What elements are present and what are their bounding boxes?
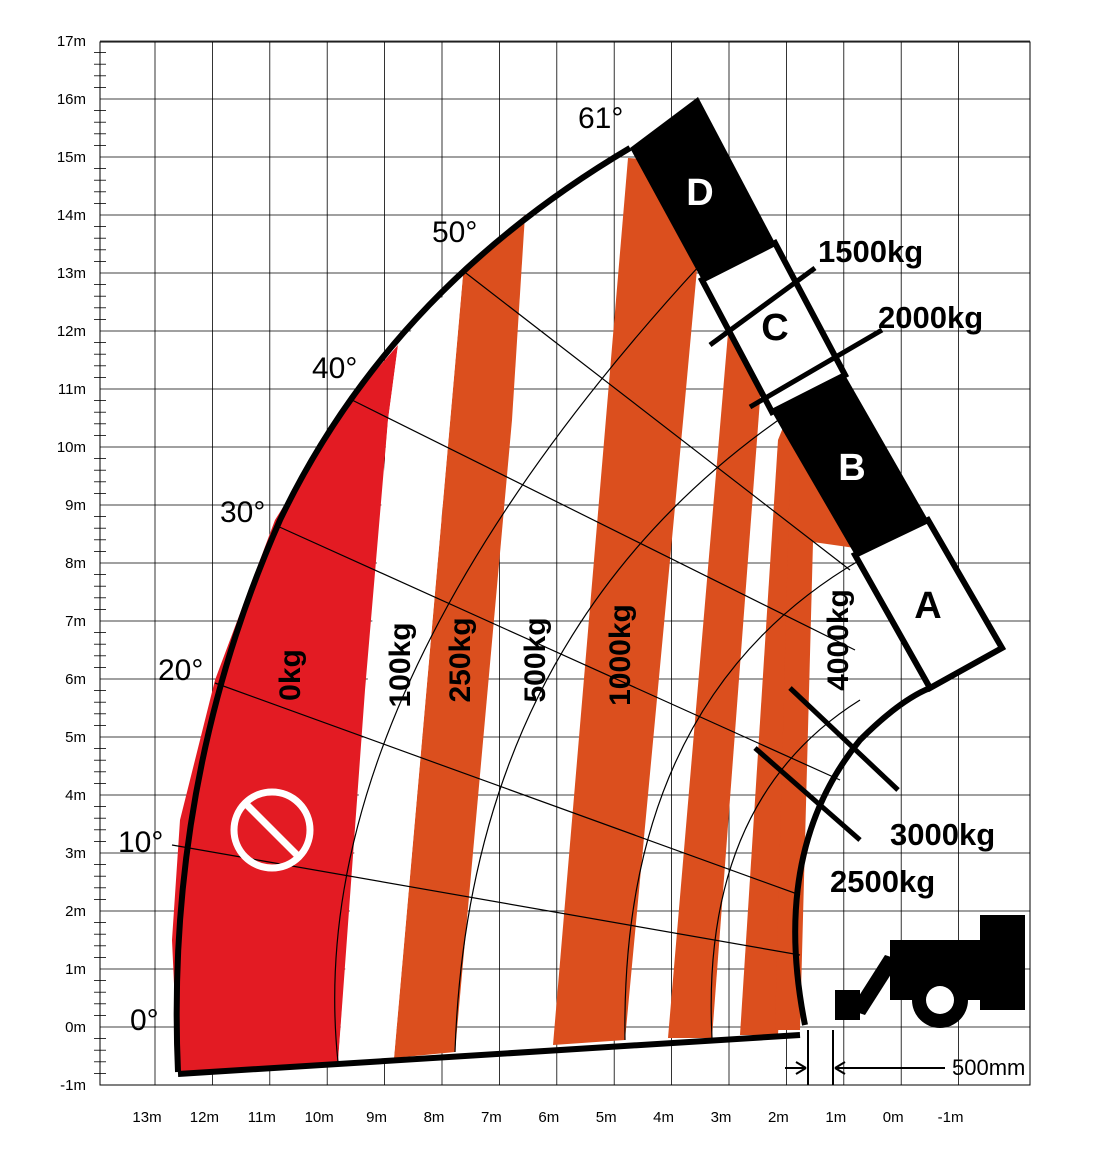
x-tick-label: 2m bbox=[768, 1109, 789, 1126]
y-tick-label: 0m bbox=[65, 1019, 86, 1036]
y-tick-label: 10m bbox=[57, 439, 86, 456]
envelope-outline bbox=[173, 145, 632, 1073]
load-label-l3000: 3000kg bbox=[890, 817, 995, 852]
y-tick-label: 15m bbox=[57, 149, 86, 166]
y-tick-label: 12m bbox=[57, 323, 86, 340]
zone-label-z1000: 1000kg bbox=[604, 604, 637, 706]
x-tick-label: 8m bbox=[424, 1109, 445, 1126]
boom-section-label: A bbox=[914, 585, 941, 627]
zone-label-z4000: 4000kg bbox=[822, 589, 855, 691]
zone-250-band bbox=[394, 215, 525, 1058]
prohibited-icon bbox=[230, 788, 314, 872]
boom-section-label: B bbox=[838, 447, 865, 489]
boom-section-label: C bbox=[761, 307, 788, 349]
x-tick-label: 3m bbox=[711, 1109, 732, 1126]
boom-section-a bbox=[850, 516, 1007, 693]
load-label-l1500: 1500kg bbox=[818, 234, 923, 269]
y-tick-label: 7m bbox=[65, 613, 86, 630]
boom-section-label: D bbox=[686, 172, 713, 214]
angle-label: 40° bbox=[312, 352, 357, 385]
zone-label-z500: 500kg bbox=[519, 617, 552, 702]
radial-lines bbox=[171, 264, 861, 1063]
inner-envelope bbox=[792, 685, 932, 1026]
boom-section-d bbox=[630, 97, 775, 280]
y-tick-label: 6m bbox=[65, 671, 86, 688]
x-tick-label: 7m bbox=[481, 1109, 502, 1126]
x-tick-label: 0m bbox=[883, 1109, 904, 1126]
x-tick-label: 10m bbox=[305, 1109, 334, 1126]
y-tick-label: 5m bbox=[65, 729, 86, 746]
y-tick-label: 9m bbox=[65, 497, 86, 514]
y-tick-label: 4m bbox=[65, 787, 86, 804]
x-tick-label: -1m bbox=[938, 1109, 964, 1126]
load-label-l2000: 2000kg bbox=[878, 300, 983, 335]
y-tick-label: 17m bbox=[57, 33, 86, 50]
telehandler-icon bbox=[835, 915, 1025, 1028]
x-tick-label: 9m bbox=[366, 1109, 387, 1126]
x-tick-label: 1m bbox=[825, 1109, 846, 1126]
load-markers bbox=[708, 265, 900, 842]
x-tick-label: 4m bbox=[653, 1109, 674, 1126]
ground-line bbox=[177, 1032, 801, 1077]
dimension-marker bbox=[785, 1030, 945, 1085]
boom-section-b bbox=[772, 375, 928, 555]
angle-label: 20° bbox=[158, 654, 203, 687]
y-tick-label: 11m bbox=[58, 381, 86, 398]
y-tick-label: 14m bbox=[57, 207, 86, 224]
x-tick-label: 5m bbox=[596, 1109, 617, 1126]
x-tick-label: 13m bbox=[132, 1109, 161, 1126]
y-tick-label: 2m bbox=[65, 903, 86, 920]
y-tick-label: 8m bbox=[65, 555, 86, 572]
zone-label-z250: 250kg bbox=[444, 617, 477, 702]
angle-label: 61° bbox=[578, 102, 623, 135]
angle-label: 30° bbox=[220, 496, 265, 529]
y-tick-label: 1m bbox=[65, 961, 86, 978]
zone-band-a bbox=[668, 323, 763, 1038]
y-tick-label: 13m bbox=[57, 265, 86, 282]
angle-label: 0° bbox=[130, 1004, 159, 1037]
y-tick-label: 16m bbox=[57, 91, 86, 108]
load-label-l2500: 2500kg bbox=[830, 864, 935, 899]
zone-label-no_load: 0kg bbox=[274, 649, 307, 701]
x-tick-label: 11m bbox=[248, 1109, 276, 1126]
angle-label: 50° bbox=[432, 216, 477, 249]
zone-1000-band bbox=[553, 158, 698, 1045]
zone-label-z100: 100kg bbox=[384, 622, 417, 707]
dimension-label: 500mm bbox=[952, 1055, 1025, 1080]
y-tick-label: 3m bbox=[65, 845, 86, 862]
angle-label: 10° bbox=[118, 826, 163, 859]
white-gap-100 bbox=[338, 275, 463, 1062]
x-tick-label: 6m bbox=[538, 1109, 559, 1126]
x-tick-label: 12m bbox=[190, 1109, 219, 1126]
zone-band-c bbox=[775, 440, 855, 1030]
y-tick-label: -1m bbox=[60, 1077, 86, 1094]
